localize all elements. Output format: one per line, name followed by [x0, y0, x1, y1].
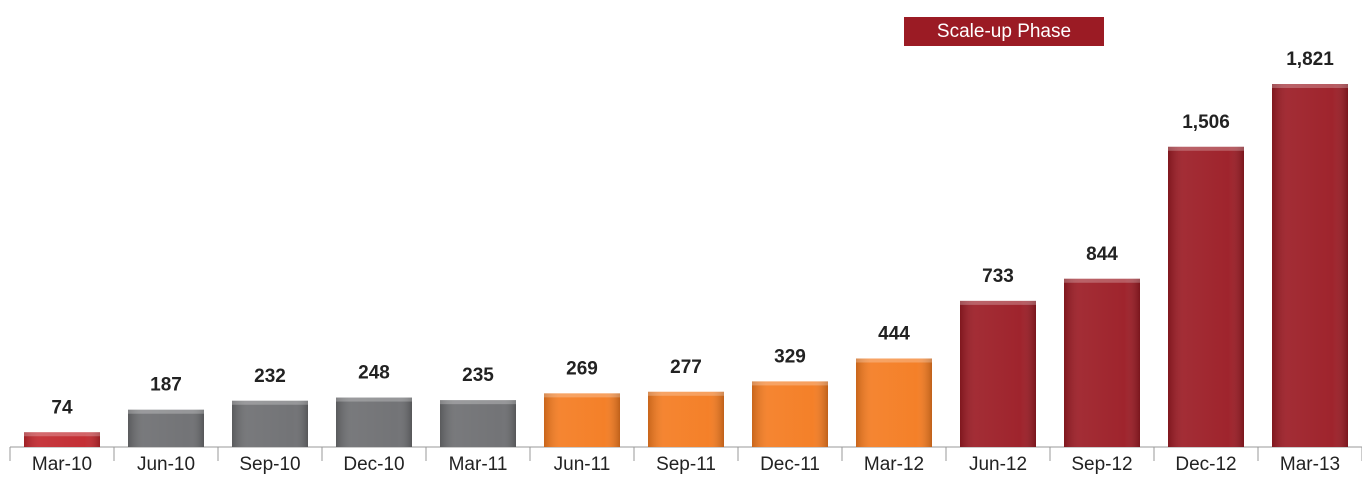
x-tick-label: Jun-12 — [969, 454, 1027, 475]
bar-shade — [648, 391, 724, 447]
x-tick-label: Jun-10 — [137, 454, 195, 475]
bar-shade — [960, 300, 1036, 447]
bar-shade — [24, 432, 100, 447]
value-label: 187 — [150, 375, 182, 396]
x-tick-label: Dec-12 — [1175, 454, 1236, 475]
annotation: Scale-up Phase — [937, 21, 1071, 42]
bar-top — [544, 393, 620, 398]
bar-shade — [440, 400, 516, 447]
value-label: 248 — [358, 363, 390, 384]
bar-shade — [1272, 84, 1348, 447]
bar-top — [232, 400, 308, 405]
value-label: 1,506 — [1182, 112, 1230, 133]
x-tick-label: Dec-10 — [343, 454, 404, 475]
bar-shade — [544, 393, 620, 447]
value-label: 1,821 — [1286, 49, 1334, 70]
bar-top — [752, 381, 828, 386]
bar-top — [648, 391, 724, 396]
bar-shade — [232, 400, 308, 447]
x-tick-label: Mar-13 — [1280, 454, 1340, 475]
bar-shade — [752, 381, 828, 447]
x-tick-label: Dec-11 — [760, 454, 820, 475]
value-label: 269 — [566, 358, 598, 379]
bar-top — [440, 400, 516, 405]
bar-top — [128, 409, 204, 414]
bar-shade — [336, 397, 412, 447]
bar-shade — [128, 409, 204, 447]
bar-top — [1168, 146, 1244, 151]
bar-top — [1064, 278, 1140, 283]
x-tick-label: Jun-11 — [554, 454, 611, 475]
bar-top — [960, 300, 1036, 305]
x-tick-label: Sep-11 — [656, 454, 716, 475]
bar-top — [1272, 84, 1348, 88]
value-label: 329 — [774, 346, 806, 367]
x-tick-label: Sep-10 — [239, 454, 300, 475]
bar-shade — [856, 358, 932, 447]
x-tick-label: Mar-12 — [864, 454, 924, 475]
bar-top — [336, 397, 412, 402]
x-tick-label: Mar-11 — [449, 454, 508, 475]
bar-top — [856, 358, 932, 363]
value-label: 235 — [462, 365, 494, 386]
bar-top — [24, 432, 100, 437]
x-tick-label: Mar-10 — [32, 454, 92, 475]
value-label: 74 — [51, 397, 73, 418]
bar-shade — [1168, 146, 1244, 447]
value-label: 444 — [878, 324, 910, 345]
bar-shade — [1064, 278, 1140, 447]
annotation-box — [904, 17, 1104, 46]
value-label: 844 — [1086, 244, 1118, 265]
value-label: 232 — [254, 366, 286, 387]
value-label: 733 — [982, 266, 1014, 287]
x-tick-label: Sep-12 — [1071, 454, 1132, 475]
value-label: 277 — [670, 357, 702, 378]
